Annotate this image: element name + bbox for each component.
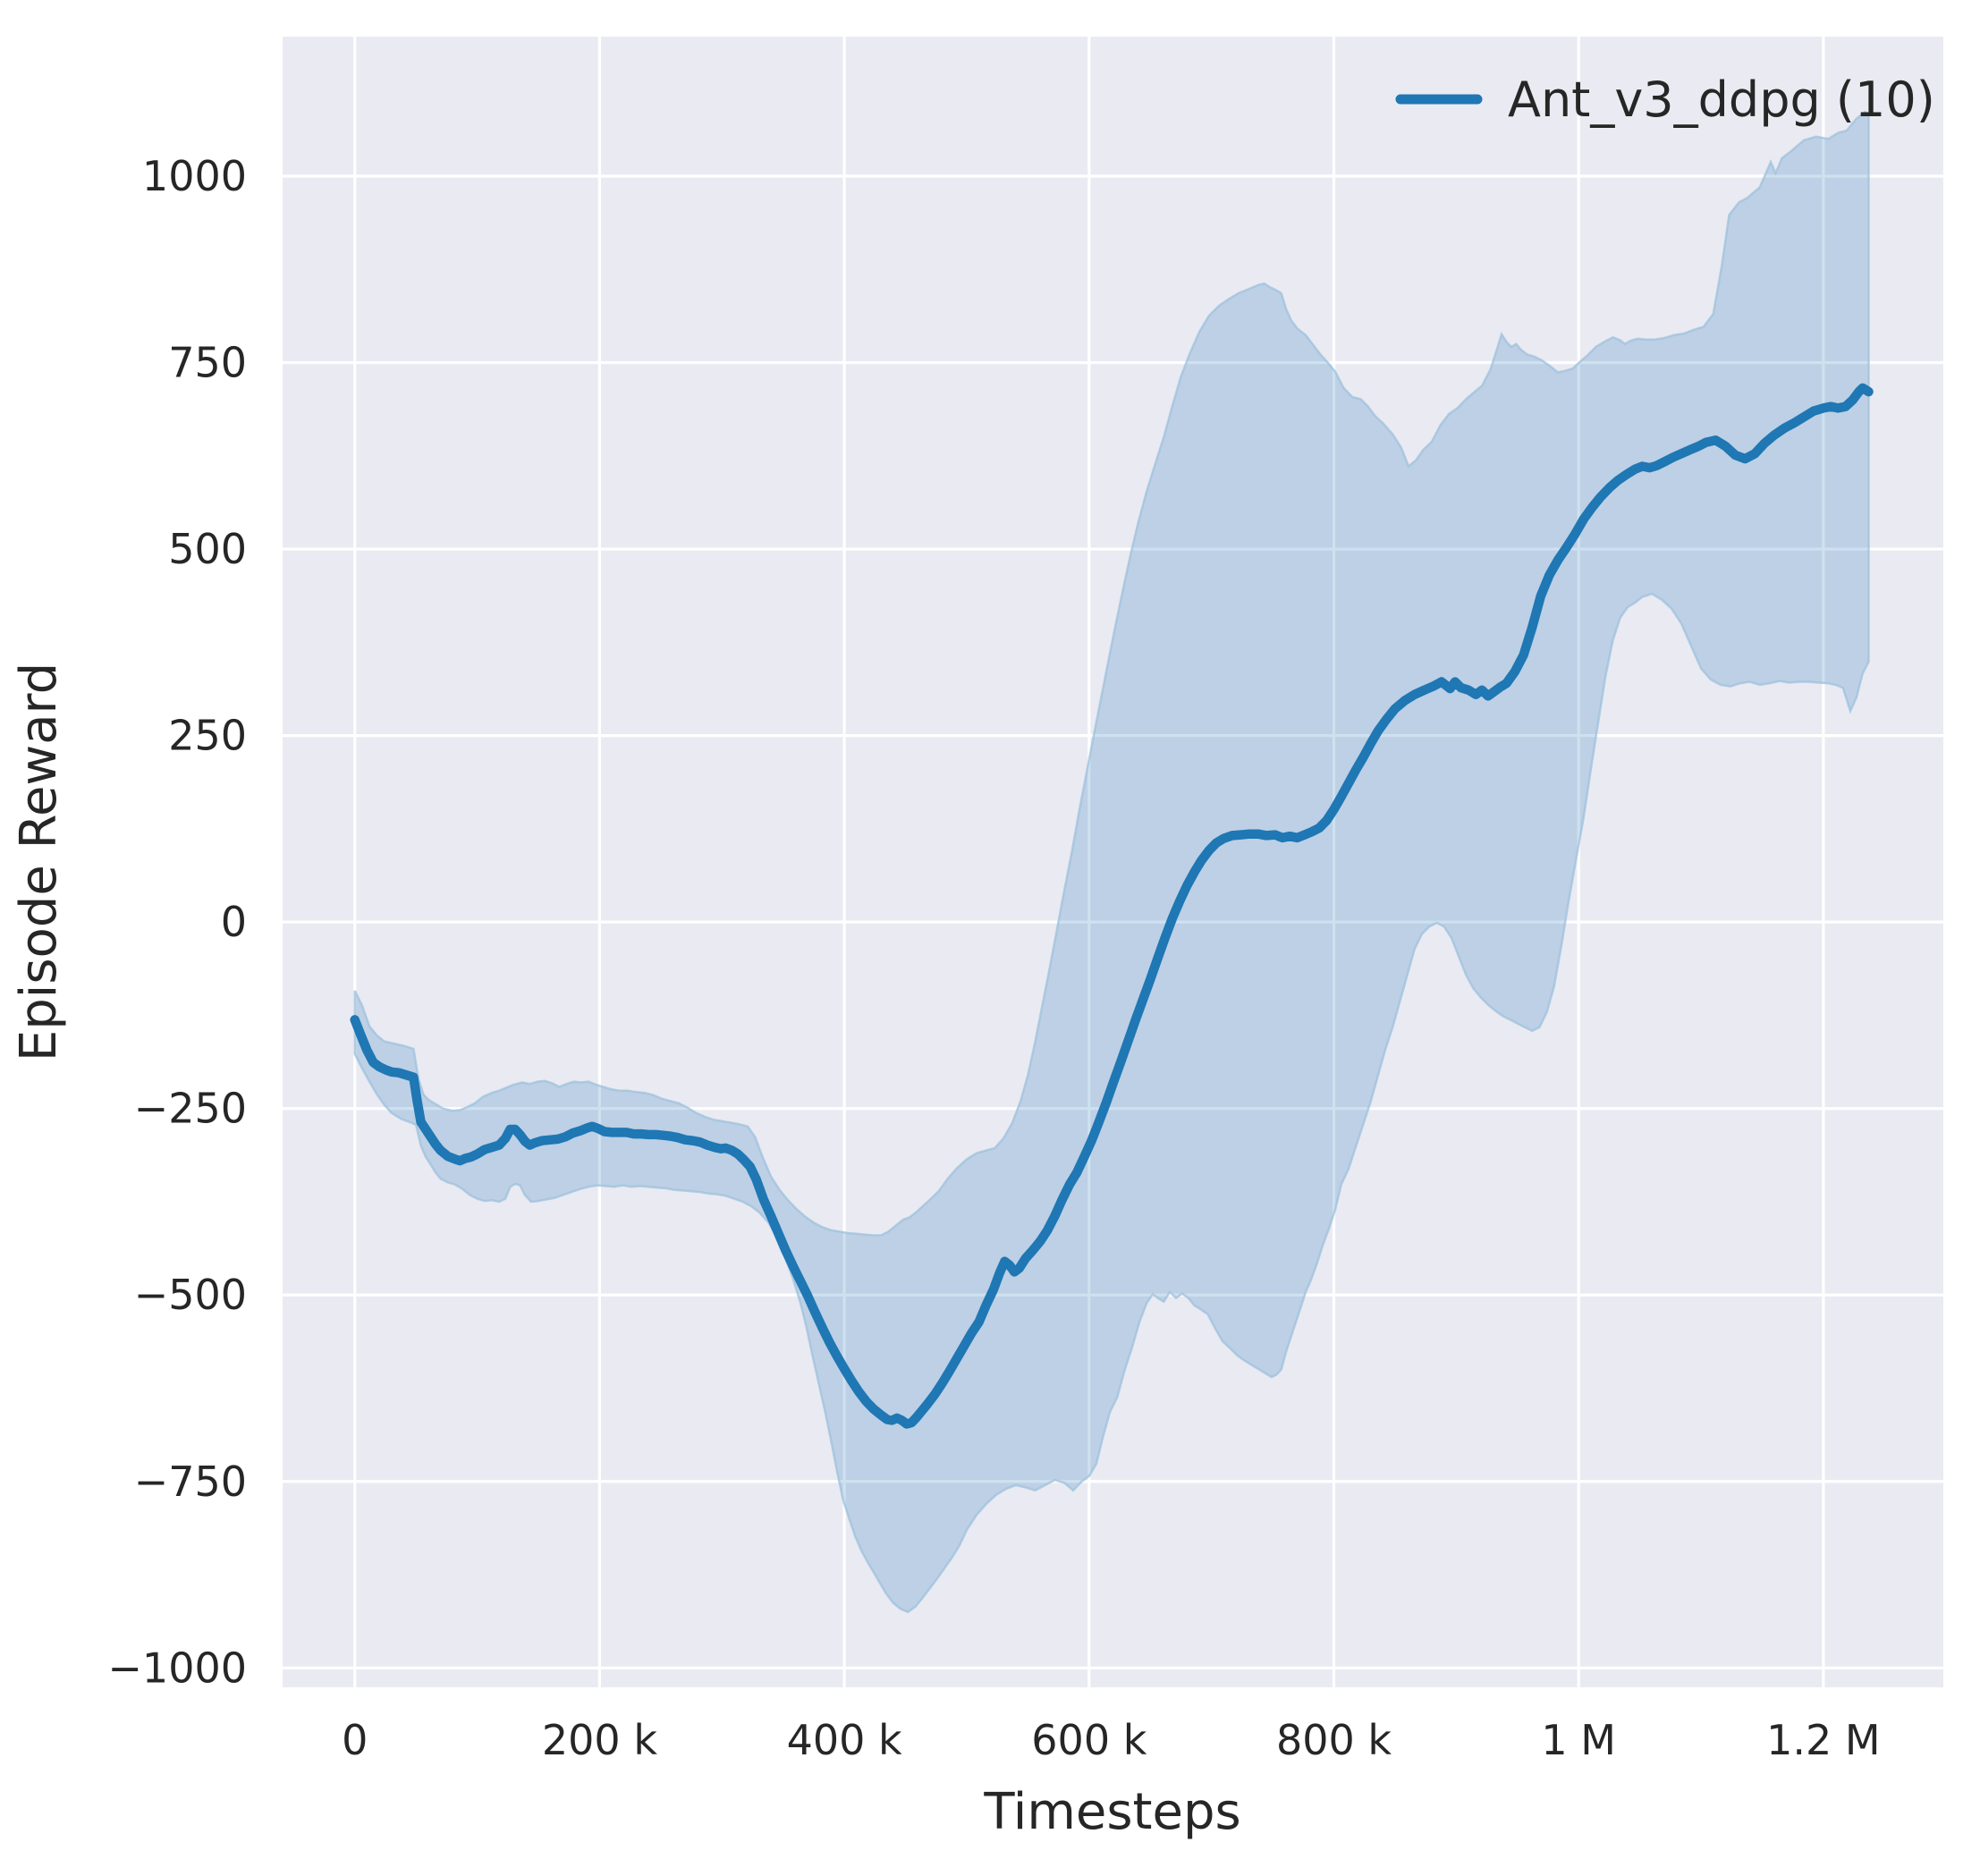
x-gridlines — [353, 37, 1825, 1687]
plot-area-background — [283, 37, 1943, 1687]
series-line-ant-v3-ddpg — [350, 383, 1874, 1429]
x-tick-label: 0 — [342, 1716, 368, 1764]
y-tick-label: −250 — [134, 1085, 247, 1133]
x-axis-label: Timesteps — [983, 1783, 1240, 1841]
y-tick-label: 750 — [168, 339, 247, 387]
confidence-band — [353, 110, 1870, 1614]
y-tick-label: 1000 — [142, 152, 247, 200]
x-tick-label: 800 k — [1276, 1716, 1392, 1764]
y-tick-label: 250 — [168, 712, 247, 760]
y-axis-label: Episode Reward — [10, 663, 68, 1061]
y-tick-label: −750 — [134, 1458, 247, 1506]
x-tick-label: 200 k — [542, 1716, 657, 1764]
y-tick-label: −500 — [134, 1271, 247, 1319]
legend-label: Ant_v3_ddpg (10) — [1508, 72, 1935, 128]
y-tick-labels: 1000 750 500 250 0 −250 −500 −750 −1000 — [107, 152, 247, 1692]
y-gridlines — [283, 174, 1943, 1669]
x-tick-label: 1 M — [1541, 1716, 1616, 1764]
y-tick-label: −1000 — [107, 1644, 247, 1692]
y-tick-label: 500 — [168, 525, 247, 573]
x-tick-label: 1.2 M — [1766, 1716, 1880, 1764]
x-tick-label: 600 k — [1031, 1716, 1147, 1764]
x-tick-label: 400 k — [787, 1716, 902, 1764]
x-tick-labels: 0 200 k 400 k 600 k 800 k 1 M 1.2 M — [342, 1716, 1881, 1764]
y-tick-label: 0 — [221, 898, 247, 946]
legend: Ant_v3_ddpg (10) — [1395, 72, 1935, 128]
